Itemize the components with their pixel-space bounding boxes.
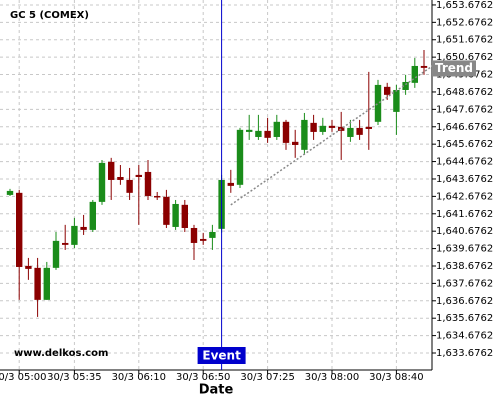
candle-body: [6, 190, 14, 195]
chart-title: GC 5 (COMEX): [10, 10, 89, 21]
candle-body: [246, 129, 253, 132]
y-tick-label: 1,635.6762: [436, 313, 493, 324]
watermark: www.delkos.com: [14, 348, 108, 359]
candle-body: [347, 127, 354, 137]
y-tick-label: 1,652.6762: [436, 17, 493, 28]
candle-body: [393, 89, 400, 112]
y-tick-label: 1,640.6762: [436, 226, 493, 237]
trend-label-box: [432, 60, 476, 77]
candle-body: [181, 204, 188, 228]
candle-body: [135, 174, 142, 177]
y-tick-label: 1,634.6762: [436, 331, 493, 342]
candle-body: [292, 141, 299, 145]
candle-body: [200, 238, 207, 241]
candle-body: [402, 81, 409, 90]
candle-body: [264, 130, 271, 138]
y-tick-label: 1,650.6762: [436, 52, 493, 63]
candle-body: [301, 119, 308, 150]
x-tick-label: 30/3 07:25: [240, 372, 294, 383]
candle-body: [328, 125, 336, 128]
y-tick-label: 1,642.6762: [436, 191, 493, 202]
candle-body: [411, 65, 418, 83]
candle-body: [144, 171, 152, 196]
candle-body: [255, 130, 262, 137]
trend-line: [230, 64, 434, 206]
candle-body: [365, 126, 372, 129]
event-label: Event: [202, 349, 241, 363]
y-tick-label: 1,636.6762: [436, 296, 493, 307]
candle-body: [319, 125, 326, 132]
candle-body: [34, 267, 41, 300]
x-tick-label: 30/3 05:35: [47, 372, 101, 383]
candle-body: [52, 240, 60, 268]
candle-body: [108, 161, 115, 180]
y-tick-label: 1,637.6762: [436, 278, 493, 289]
x-tick-label: 30/3 08:40: [369, 372, 423, 383]
candle-body: [154, 195, 161, 198]
event-label-box: [197, 347, 246, 364]
x-tick-label: 30/3 06:10: [112, 372, 166, 383]
candle-body: [163, 196, 170, 225]
candle-body: [209, 231, 216, 238]
y-tick-label: 1,639.6762: [436, 244, 493, 255]
candle-body: [89, 201, 96, 230]
candle-body: [310, 122, 317, 132]
y-tick-label: 1,633.6762: [436, 348, 493, 359]
candle-body: [25, 265, 32, 269]
candle-body: [356, 127, 363, 135]
candle-body: [126, 179, 133, 193]
candle-body: [338, 126, 345, 131]
y-tick-label: 1,651.6762: [436, 35, 493, 46]
candle-body: [80, 226, 87, 230]
candle-body: [16, 192, 23, 267]
candle-body: [62, 242, 69, 245]
candle-body: [374, 84, 382, 122]
x-tick-label: 30/3 05:00: [0, 372, 46, 383]
candle-body: [43, 267, 50, 300]
candle-body: [190, 227, 198, 243]
x-axis-label: Date: [199, 383, 234, 398]
y-tick-label: 1,641.6762: [436, 209, 493, 220]
candle-body: [273, 121, 280, 137]
x-tick-label: 30/3 08:00: [305, 372, 359, 383]
y-tick-label: 1,653.6762: [436, 0, 493, 11]
candle-body: [282, 121, 290, 143]
y-tick-label: 1,648.6762: [436, 87, 493, 98]
y-tick-label: 1,645.6762: [436, 139, 493, 150]
candle-body: [227, 182, 234, 186]
x-tick-label: 30/3 06:50: [176, 372, 230, 383]
plot: [0, 0, 432, 370]
candle-body: [384, 86, 391, 95]
y-tick-label: 1,647.6762: [436, 104, 493, 115]
trend-label: Trend: [435, 61, 473, 75]
candle-body: [420, 65, 428, 68]
y-tick-label: 1,644.6762: [436, 157, 493, 168]
candle-body: [117, 176, 124, 180]
y-tick-label: 1,643.6762: [436, 174, 493, 185]
candle-body: [98, 162, 106, 202]
candle-body: [172, 203, 179, 227]
candle-body: [236, 129, 244, 185]
candle-body: [71, 225, 78, 245]
y-tick-label: 1,638.6762: [436, 261, 493, 272]
y-tick-label: 1,646.6762: [436, 122, 493, 133]
